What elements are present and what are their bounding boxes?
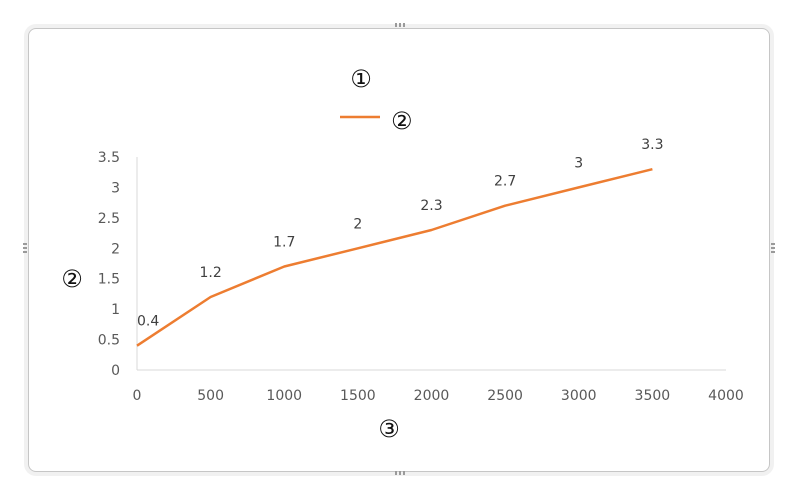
- data-label: 2.7: [494, 174, 516, 190]
- y-tick-label: 0.5: [98, 333, 120, 349]
- data-label: 1.2: [199, 265, 221, 281]
- data-label: 3: [574, 155, 583, 171]
- chart-title: ①: [350, 65, 372, 93]
- data-labels: 0.4 1.2 1.7 2 2.3 2.7 3 3.3: [137, 137, 664, 329]
- x-tick-label: 1500: [340, 388, 376, 404]
- y-tick-label: 3: [111, 180, 120, 196]
- x-tick-label: 500: [197, 388, 224, 404]
- data-label: 0.4: [137, 314, 159, 330]
- data-label: 2.3: [420, 198, 442, 214]
- x-tick-label: 3500: [635, 388, 671, 404]
- x-tick-label: 2000: [414, 388, 450, 404]
- resize-handle-bottom[interactable]: [395, 471, 405, 475]
- y-tick-labels: 0 0.5 1 1.5 2 2.5 3 3.5: [98, 150, 120, 379]
- series-line: [136, 167, 653, 347]
- legend-label: ②: [391, 107, 413, 135]
- x-tick-label: 1000: [266, 388, 302, 404]
- x-tick-label: 4000: [708, 388, 744, 404]
- y-tick-label: 1.5: [98, 272, 120, 288]
- data-label: 3.3: [641, 137, 663, 153]
- y-tick-label: 2: [111, 241, 120, 257]
- x-tick-label: 0: [133, 388, 142, 404]
- x-tick-labels: 0 500 1000 1500 2000 2500 3000 3500 4000: [133, 388, 744, 404]
- data-label: 2: [353, 216, 362, 232]
- series-layer: [136, 167, 653, 347]
- resize-handle-top[interactable]: [395, 23, 405, 27]
- x-tick-label: 3000: [561, 388, 597, 404]
- resize-handle-right[interactable]: [771, 243, 775, 253]
- y-axis-title: ②: [61, 265, 83, 293]
- y-tick-label: 1: [111, 302, 120, 318]
- y-tick-label: 3.5: [98, 150, 120, 166]
- x-tick-label: 2500: [487, 388, 523, 404]
- y-tick-label: 0: [111, 363, 120, 379]
- y-tick-label: 2.5: [98, 211, 120, 227]
- data-label: 1.7: [273, 235, 295, 251]
- resize-handle-left[interactable]: [23, 243, 27, 253]
- x-axis-title: ③: [378, 415, 400, 443]
